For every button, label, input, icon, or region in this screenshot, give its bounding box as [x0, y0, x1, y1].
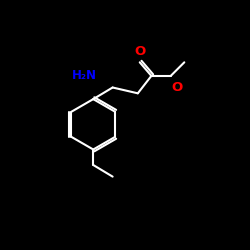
Text: O: O [172, 81, 183, 94]
Text: H₂N: H₂N [72, 69, 97, 82]
Text: O: O [134, 46, 145, 59]
